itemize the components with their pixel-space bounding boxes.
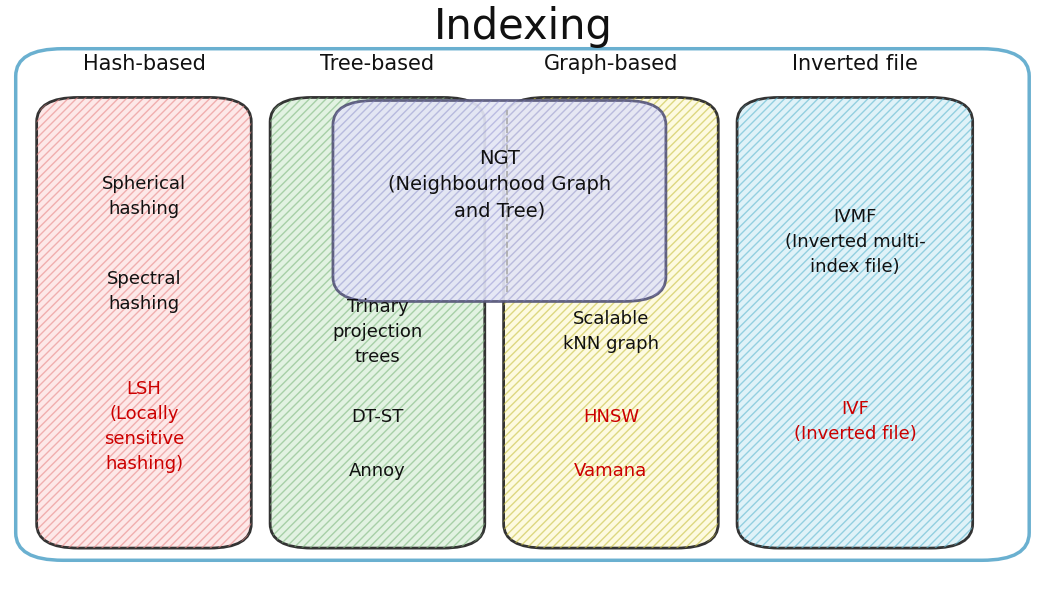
- Text: Hash-based: Hash-based: [83, 54, 205, 74]
- Text: Trinary
projection
trees: Trinary projection trees: [332, 298, 423, 366]
- FancyBboxPatch shape: [16, 49, 1029, 560]
- FancyBboxPatch shape: [504, 97, 718, 548]
- Text: Graph-based: Graph-based: [543, 54, 678, 74]
- Text: IVMF
(Inverted multi-
index file): IVMF (Inverted multi- index file): [784, 208, 926, 276]
- FancyBboxPatch shape: [737, 97, 973, 548]
- Text: Inverted file: Inverted file: [792, 54, 918, 74]
- Text: Spherical
hashing: Spherical hashing: [102, 175, 186, 218]
- Text: DT-ST: DT-ST: [351, 409, 404, 426]
- Text: Tree-based: Tree-based: [320, 54, 435, 74]
- Text: Annoy: Annoy: [349, 462, 406, 481]
- Text: Spectral
hashing: Spectral hashing: [107, 270, 181, 313]
- Text: LSH
(Locally
sensitive
hashing): LSH (Locally sensitive hashing): [104, 380, 184, 473]
- Text: Vamana: Vamana: [575, 462, 647, 481]
- FancyBboxPatch shape: [37, 97, 251, 548]
- Text: NGT
(Neighbourhood Graph
and Tree): NGT (Neighbourhood Graph and Tree): [387, 149, 611, 221]
- FancyBboxPatch shape: [270, 97, 485, 548]
- FancyBboxPatch shape: [333, 100, 666, 301]
- Text: Indexing: Indexing: [435, 7, 612, 48]
- Text: Scalable
kNN graph: Scalable kNN graph: [563, 310, 659, 353]
- Text: HNSW: HNSW: [583, 409, 639, 426]
- Text: IVF
(Inverted file): IVF (Inverted file): [794, 400, 916, 443]
